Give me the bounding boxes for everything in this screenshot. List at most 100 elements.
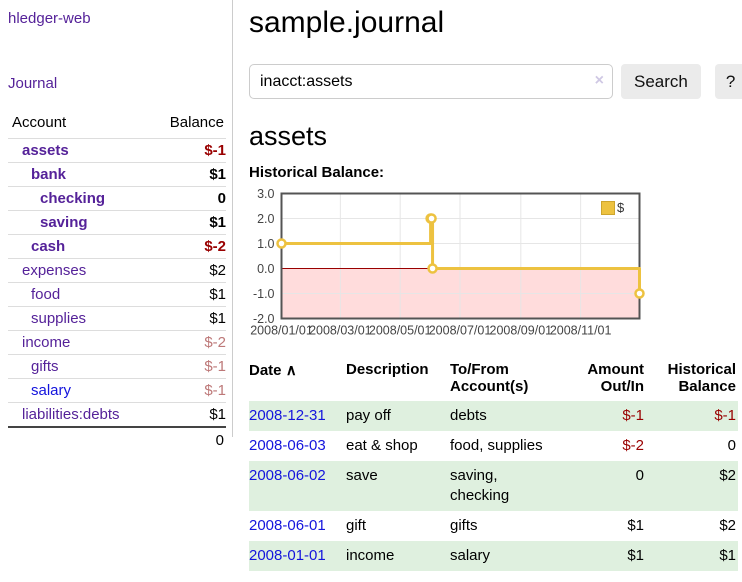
register-header-balance: Historical Balance [667, 361, 736, 395]
transaction-row: 2008-01-01 income salary $1 $1 [249, 541, 738, 571]
transaction-description: income [346, 547, 395, 564]
account-link[interactable]: food [31, 286, 61, 303]
transaction-balance: $-1 [714, 407, 736, 424]
svg-text:-2.0: -2.0 [253, 312, 275, 326]
account-link[interactable]: liabilities:debts [22, 406, 120, 423]
app-title-link[interactable]: hledger-web [8, 10, 91, 27]
transaction-amount: $-2 [622, 437, 644, 454]
account-heading: assets [249, 121, 328, 151]
transaction-amount: $1 [627, 547, 644, 564]
account-link[interactable]: expenses [22, 262, 87, 279]
account-row: food $1 [8, 282, 226, 307]
account-link[interactable]: cash [31, 238, 66, 255]
transaction-accounts: saving, checking [450, 467, 510, 504]
account-balance: $-2 [149, 234, 226, 259]
account-balance: $-1 [149, 138, 226, 163]
account-link[interactable]: salary [31, 382, 72, 399]
transaction-date-link[interactable]: 2008-01-01 [249, 547, 326, 564]
account-link[interactable]: assets [22, 142, 69, 159]
transaction-balance: $1 [719, 547, 736, 564]
account-name-cell: bank [8, 162, 150, 187]
transaction-date-link[interactable]: 2008-06-03 [249, 437, 326, 454]
svg-text:2008/09/01: 2008/09/01 [490, 324, 553, 338]
transaction-balance: $2 [719, 517, 736, 534]
accounts-total-spacer [8, 426, 150, 453]
svg-text:2.0: 2.0 [257, 212, 274, 226]
transaction-date-link[interactable]: 2008-06-02 [249, 467, 326, 484]
account-link[interactable]: supplies [31, 310, 87, 327]
account-row: bank $1 [8, 162, 226, 187]
svg-text:-1.0: -1.0 [253, 287, 275, 301]
account-balance: $1 [149, 306, 226, 331]
account-name-cell: cash [8, 234, 150, 259]
transaction-accounts: gifts [450, 517, 478, 534]
transaction-accounts: debts [450, 407, 487, 424]
transaction-description: eat & shop [346, 437, 418, 454]
account-row: checking 0 [8, 186, 226, 211]
legend-label: $ [617, 200, 625, 215]
account-link[interactable]: saving [40, 214, 88, 231]
account-name-cell: income [8, 330, 150, 355]
search-box: × [249, 64, 613, 99]
register-table: Date ∧ Description To/From Account(s) Am… [249, 359, 738, 571]
transaction-date-link[interactable]: 2008-06-01 [249, 517, 326, 534]
chart-legend: $ [601, 200, 624, 215]
account-row: supplies $1 [8, 306, 226, 331]
page-title: sample.journal [249, 6, 445, 39]
transaction-amount: $-1 [622, 407, 644, 424]
search-form: × Search ? [249, 64, 742, 99]
legend-swatch-icon [601, 200, 615, 215]
account-name-cell: food [8, 282, 150, 307]
transaction-amount: 0 [635, 467, 644, 484]
account-row: liabilities:debts $1 [8, 402, 226, 427]
transaction-amount: $1 [627, 517, 644, 534]
register-header-description: Description [346, 361, 429, 378]
account-name-cell: checking [8, 186, 150, 211]
search-button[interactable]: Search [621, 64, 701, 99]
main-content: sample.journal × Search ? assets Histori… [233, 0, 742, 571]
account-balance: $1 [149, 162, 226, 187]
svg-text:2008/11/01: 2008/11/01 [550, 324, 612, 338]
account-name-cell: gifts [8, 354, 150, 379]
accounts-table: Account Balance assets $-1 bank $1 checking 0… [8, 112, 226, 453]
account-balance: $-1 [149, 378, 226, 403]
account-row: salary $-1 [8, 378, 226, 403]
clear-search-icon[interactable]: × [594, 72, 604, 89]
svg-text:2008/05/01: 2008/05/01 [369, 324, 432, 338]
account-balance: $-1 [149, 354, 226, 379]
search-input[interactable] [249, 64, 613, 99]
svg-text:2008/03/01: 2008/03/01 [309, 324, 372, 338]
transaction-date-cell: 2008-06-01 [249, 511, 346, 541]
accounts-total-value: 0 [149, 426, 226, 453]
transaction-date-cell: 2008-06-03 [249, 431, 346, 461]
account-link[interactable]: checking [40, 190, 106, 207]
account-name-cell: expenses [8, 258, 150, 283]
account-row: assets $-1 [8, 138, 226, 163]
account-name-cell: salary [8, 378, 150, 403]
account-balance: $1 [149, 282, 226, 307]
transaction-row: 2008-06-02 save saving, checking 0 $2 [249, 461, 738, 511]
transaction-accounts: salary [450, 547, 491, 564]
chart-title: Historical Balance: [249, 164, 385, 181]
account-link[interactable]: bank [31, 166, 67, 183]
historical-balance-chart: 3.0 2.0 1.0 0.0 -1.0 -2.0 2008/01/01 2008/03/01… [249, 187, 719, 343]
transaction-row: 2008-06-01 gift gifts $1 $2 [249, 511, 738, 541]
sidebar-item-journal[interactable]: Journal [8, 75, 58, 92]
register-header-date[interactable]: Date ∧ [249, 359, 346, 401]
account-row: expenses $2 [8, 258, 226, 283]
transaction-date-cell: 2008-01-01 [249, 541, 346, 571]
svg-text:0.0: 0.0 [257, 262, 274, 276]
help-button[interactable]: ? [714, 64, 742, 99]
sidebar: hledger-web Journal Account Balance asse… [0, 0, 233, 453]
account-balance: $1 [149, 210, 226, 235]
account-name-cell: supplies [8, 306, 150, 331]
account-link[interactable]: gifts [31, 358, 59, 375]
date-header-label: Date [249, 362, 282, 379]
sort-ascending-icon: ∧ [285, 362, 297, 379]
transaction-row: 2008-12-31 pay off debts $-1 $-1 [249, 401, 738, 431]
account-link[interactable]: income [22, 334, 71, 351]
transaction-date-link[interactable]: 2008-12-31 [249, 407, 326, 424]
register-header-row: Date ∧ Description To/From Account(s) Am… [249, 359, 738, 401]
account-balance: $-2 [149, 330, 226, 355]
